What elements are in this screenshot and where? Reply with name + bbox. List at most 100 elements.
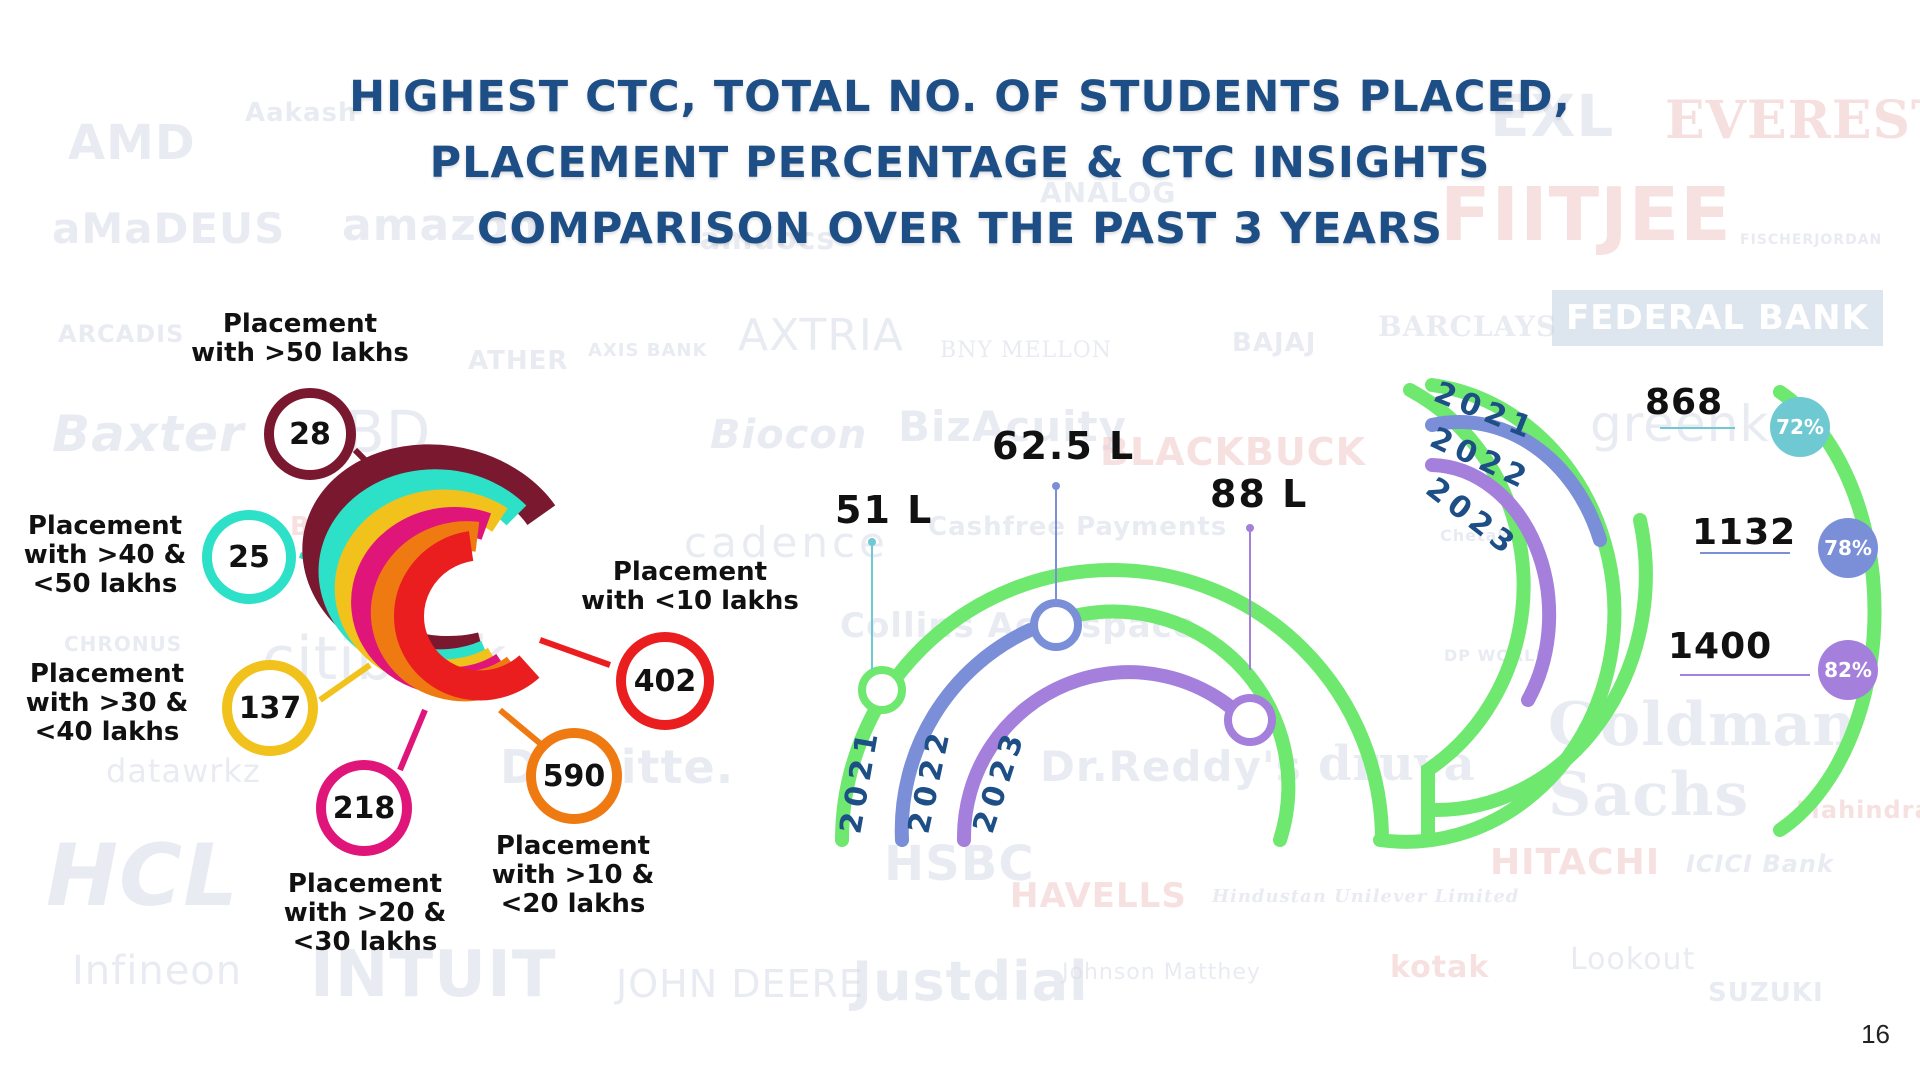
bubble-20-30: 218 (316, 760, 412, 856)
highest-ctc-2021: 51 L (835, 488, 934, 532)
placement-percent-2023: 82% (1818, 640, 1878, 700)
connector-402 (538, 637, 612, 668)
ctc-arc-2021 (835, 563, 1389, 847)
highest-ctc-2022: 62.5 L (992, 424, 1136, 468)
ctc-arc-2021-inner (1028, 604, 1296, 847)
bg-logo: ANALOG (1040, 176, 1177, 209)
bg-logo: Lookout (1570, 942, 1696, 977)
bg-logo: JOHN DEERE (616, 962, 864, 1006)
label-line: with >10 & (491, 860, 655, 890)
ctc-marker-2023 (1224, 694, 1276, 746)
placed-count-2021: 868 (1645, 382, 1724, 423)
placement-arc-2021-top (1373, 378, 1622, 849)
arc-band-lt10 (393, 531, 540, 701)
bg-logo: ARCADIS (58, 320, 185, 348)
bg-logo: Chetak (1440, 526, 1510, 545)
label-line: Placement (287, 869, 443, 899)
bg-logo: EVEREST (1665, 90, 1920, 151)
label-40-50: Placement with >40 & <50 lakhs (10, 512, 200, 599)
ctc-marker-2022 (1030, 599, 1082, 651)
ctc-year-2021: 2021 (833, 724, 886, 836)
bg-logo: BAJAJ (1232, 328, 1317, 358)
title-line-1: HIGHEST CTC, TOTAL NO. OF STUDENTS PLACE… (349, 72, 1571, 122)
page-number: 16 (1861, 1019, 1890, 1049)
label-line: <50 lakhs (32, 569, 178, 599)
bg-logo: Goldman Sachs (1548, 690, 1857, 830)
leader-dot (868, 538, 876, 546)
title-line-3: COMPARISON OVER THE PAST 3 YEARS (476, 204, 1443, 254)
bubble-10-20: 590 (526, 728, 622, 824)
bg-logo: EXL (1490, 82, 1615, 150)
ctc-year-arcs-graphic: 2021 2022 2023 2021 2022 2023 (833, 375, 1882, 849)
connector-137 (318, 662, 372, 703)
bg-logo: AMD (68, 115, 196, 171)
placed-count-2023: 1400 (1668, 626, 1773, 667)
bg-logo: ATHER (468, 346, 569, 376)
bg-logo: CHRONUS (64, 632, 183, 656)
label-line: <30 lakhs (292, 927, 438, 957)
bg-logo: DP WORLD (1444, 646, 1550, 665)
label-line: Placement (29, 659, 185, 689)
label-line: Placement (27, 511, 183, 541)
label-line: <40 lakhs (34, 717, 180, 747)
label-line: Placement (612, 557, 768, 587)
label-20-30: Placement with >20 & <30 lakhs (270, 870, 460, 957)
page-title: HIGHEST CTC, TOTAL NO. OF STUDENTS PLACE… (0, 64, 1920, 262)
bubble-30-40: 137 (222, 660, 318, 756)
bg-logo: BARCLAYS (1378, 310, 1558, 343)
bg-logo: INTUIT (310, 938, 557, 1012)
label-line: with >20 & (283, 898, 447, 928)
bg-logo: FISCHERJORDAN (1740, 232, 1883, 248)
bg-logo: amazon (342, 200, 541, 251)
bg-logo: BNY MELLON (940, 338, 1113, 363)
bg-logo: greenk (1590, 395, 1770, 453)
leader-dot (1246, 524, 1254, 532)
label-10-20: Placement with >10 & <20 lakhs (478, 832, 668, 919)
bg-logo: HITACHI (1490, 842, 1661, 883)
label-line: Placement (222, 309, 378, 339)
ctc-marker-2021 (858, 666, 906, 714)
placement-arc-2023-top (1425, 458, 1557, 707)
title-line-2: PLACEMENT PERCENTAGE & CTC INSIGHTS (429, 138, 1491, 188)
label-line: Placement (495, 831, 651, 861)
bg-logo: ICICI Bank (1686, 850, 1834, 878)
bg-logo: datawrkz (106, 752, 261, 790)
connector-218 (397, 708, 428, 772)
label-line: <20 lakhs (500, 889, 646, 919)
bg-logo: Aakash (245, 98, 358, 128)
placement-percent-2022: 78% (1818, 518, 1878, 578)
bg-logo: HAVELLS (1010, 876, 1187, 916)
bg-logo: SUZUKI (1708, 978, 1824, 1008)
ctc-arc-2022 (894, 623, 1037, 847)
bg-logo: aMaDEUS (52, 204, 286, 253)
label-gt50: Placement with >50 lakhs (185, 310, 415, 368)
leader-dot (1052, 482, 1060, 490)
bg-logo: FIITJEE (1440, 172, 1732, 258)
label-lt10: Placement with <10 lakhs (580, 558, 800, 616)
bubble-40-50: 25 (202, 510, 296, 604)
bg-logo: Justdial (852, 950, 1089, 1013)
ctc-arc-2023 (956, 665, 1257, 847)
bg-logo: AXTRIA (738, 310, 904, 361)
highest-ctc-2023: 88 L (1210, 472, 1309, 516)
bg-logo: BizAcuity (898, 402, 1128, 451)
label-line: with >50 lakhs (191, 338, 409, 368)
bg-logo: HCL (46, 826, 239, 926)
placement-percent-2021: 72% (1770, 397, 1830, 457)
bg-logo: Biocon (710, 412, 868, 458)
bubble-gt50: 28 (264, 388, 356, 480)
label-line: with >30 & (25, 688, 189, 718)
bg-logo: Cashfree Payments (928, 512, 1228, 542)
placement-arc-right-big (1773, 385, 1882, 837)
bg-logo: Baxter (52, 405, 245, 463)
bg-logo: Hindustan Unilever Limited (1212, 886, 1520, 907)
bubble-lt10: 402 (616, 632, 714, 730)
bg-logo: Johnson Matthey (1062, 960, 1261, 985)
bg-logo: amdocs (700, 222, 836, 257)
bg-logo: kotak (1390, 950, 1490, 985)
bg-logo: FEDERAL BANK (1552, 290, 1883, 346)
label-line: with <10 lakhs (581, 586, 799, 616)
bg-logo: Infineon (72, 948, 243, 994)
placed-count-2022: 1132 (1692, 512, 1797, 553)
